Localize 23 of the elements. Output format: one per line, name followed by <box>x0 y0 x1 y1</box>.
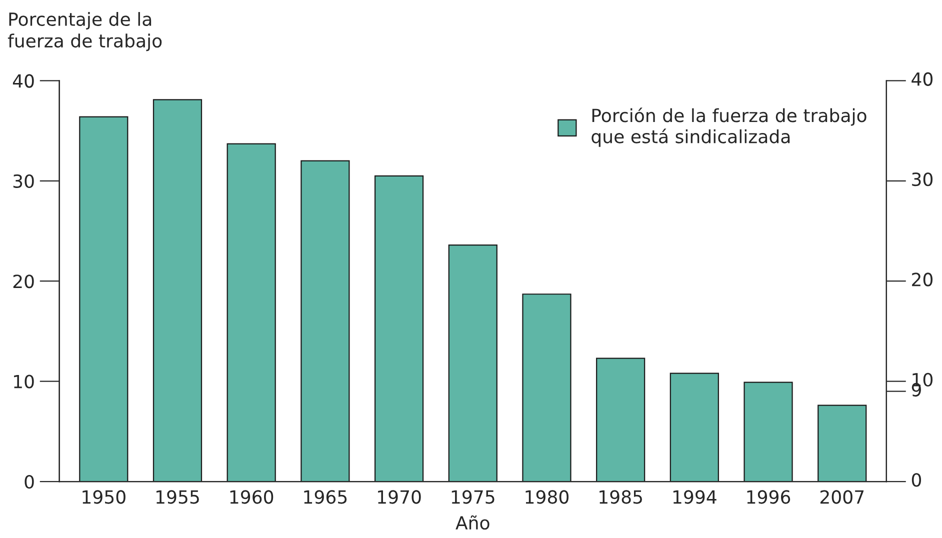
y2-tick-label: 30 <box>912 172 933 186</box>
y2-tick-label: 0 <box>912 473 922 487</box>
y-tick-label: 30 <box>13 174 34 188</box>
x-tick-label: 1980 <box>526 490 569 504</box>
x-tick-label: 2007 <box>820 490 864 504</box>
y-axis-title: Porcentaje de la fuerza de trabajo <box>8 12 162 52</box>
legend-label: Porción de la fuerza de trabajo que está sindicalizada <box>592 108 866 147</box>
y2-tick-label: 20 <box>912 272 933 286</box>
y-tick-label: 10 <box>14 374 34 388</box>
x-tick-label: 1960 <box>230 490 274 504</box>
x-axis-title: Año <box>456 515 490 530</box>
x-tick-label: 1985 <box>600 490 642 504</box>
y-tick-label: 20 <box>13 274 34 288</box>
x-tick-label: 1965 <box>304 490 347 504</box>
y-tick-label: 40 <box>12 74 34 88</box>
x-tick-label: 1994 <box>673 490 716 504</box>
x-tick-label: 1975 <box>452 490 494 504</box>
x-tick-label: 1970 <box>378 490 421 504</box>
x-tick-label: 1996 <box>747 490 790 504</box>
y2-tick-label: 40 <box>912 72 933 86</box>
x-tick-label: 1950 <box>82 490 126 504</box>
x-tick-label: 1955 <box>156 490 199 504</box>
y-tick-label: 0 <box>24 474 34 489</box>
